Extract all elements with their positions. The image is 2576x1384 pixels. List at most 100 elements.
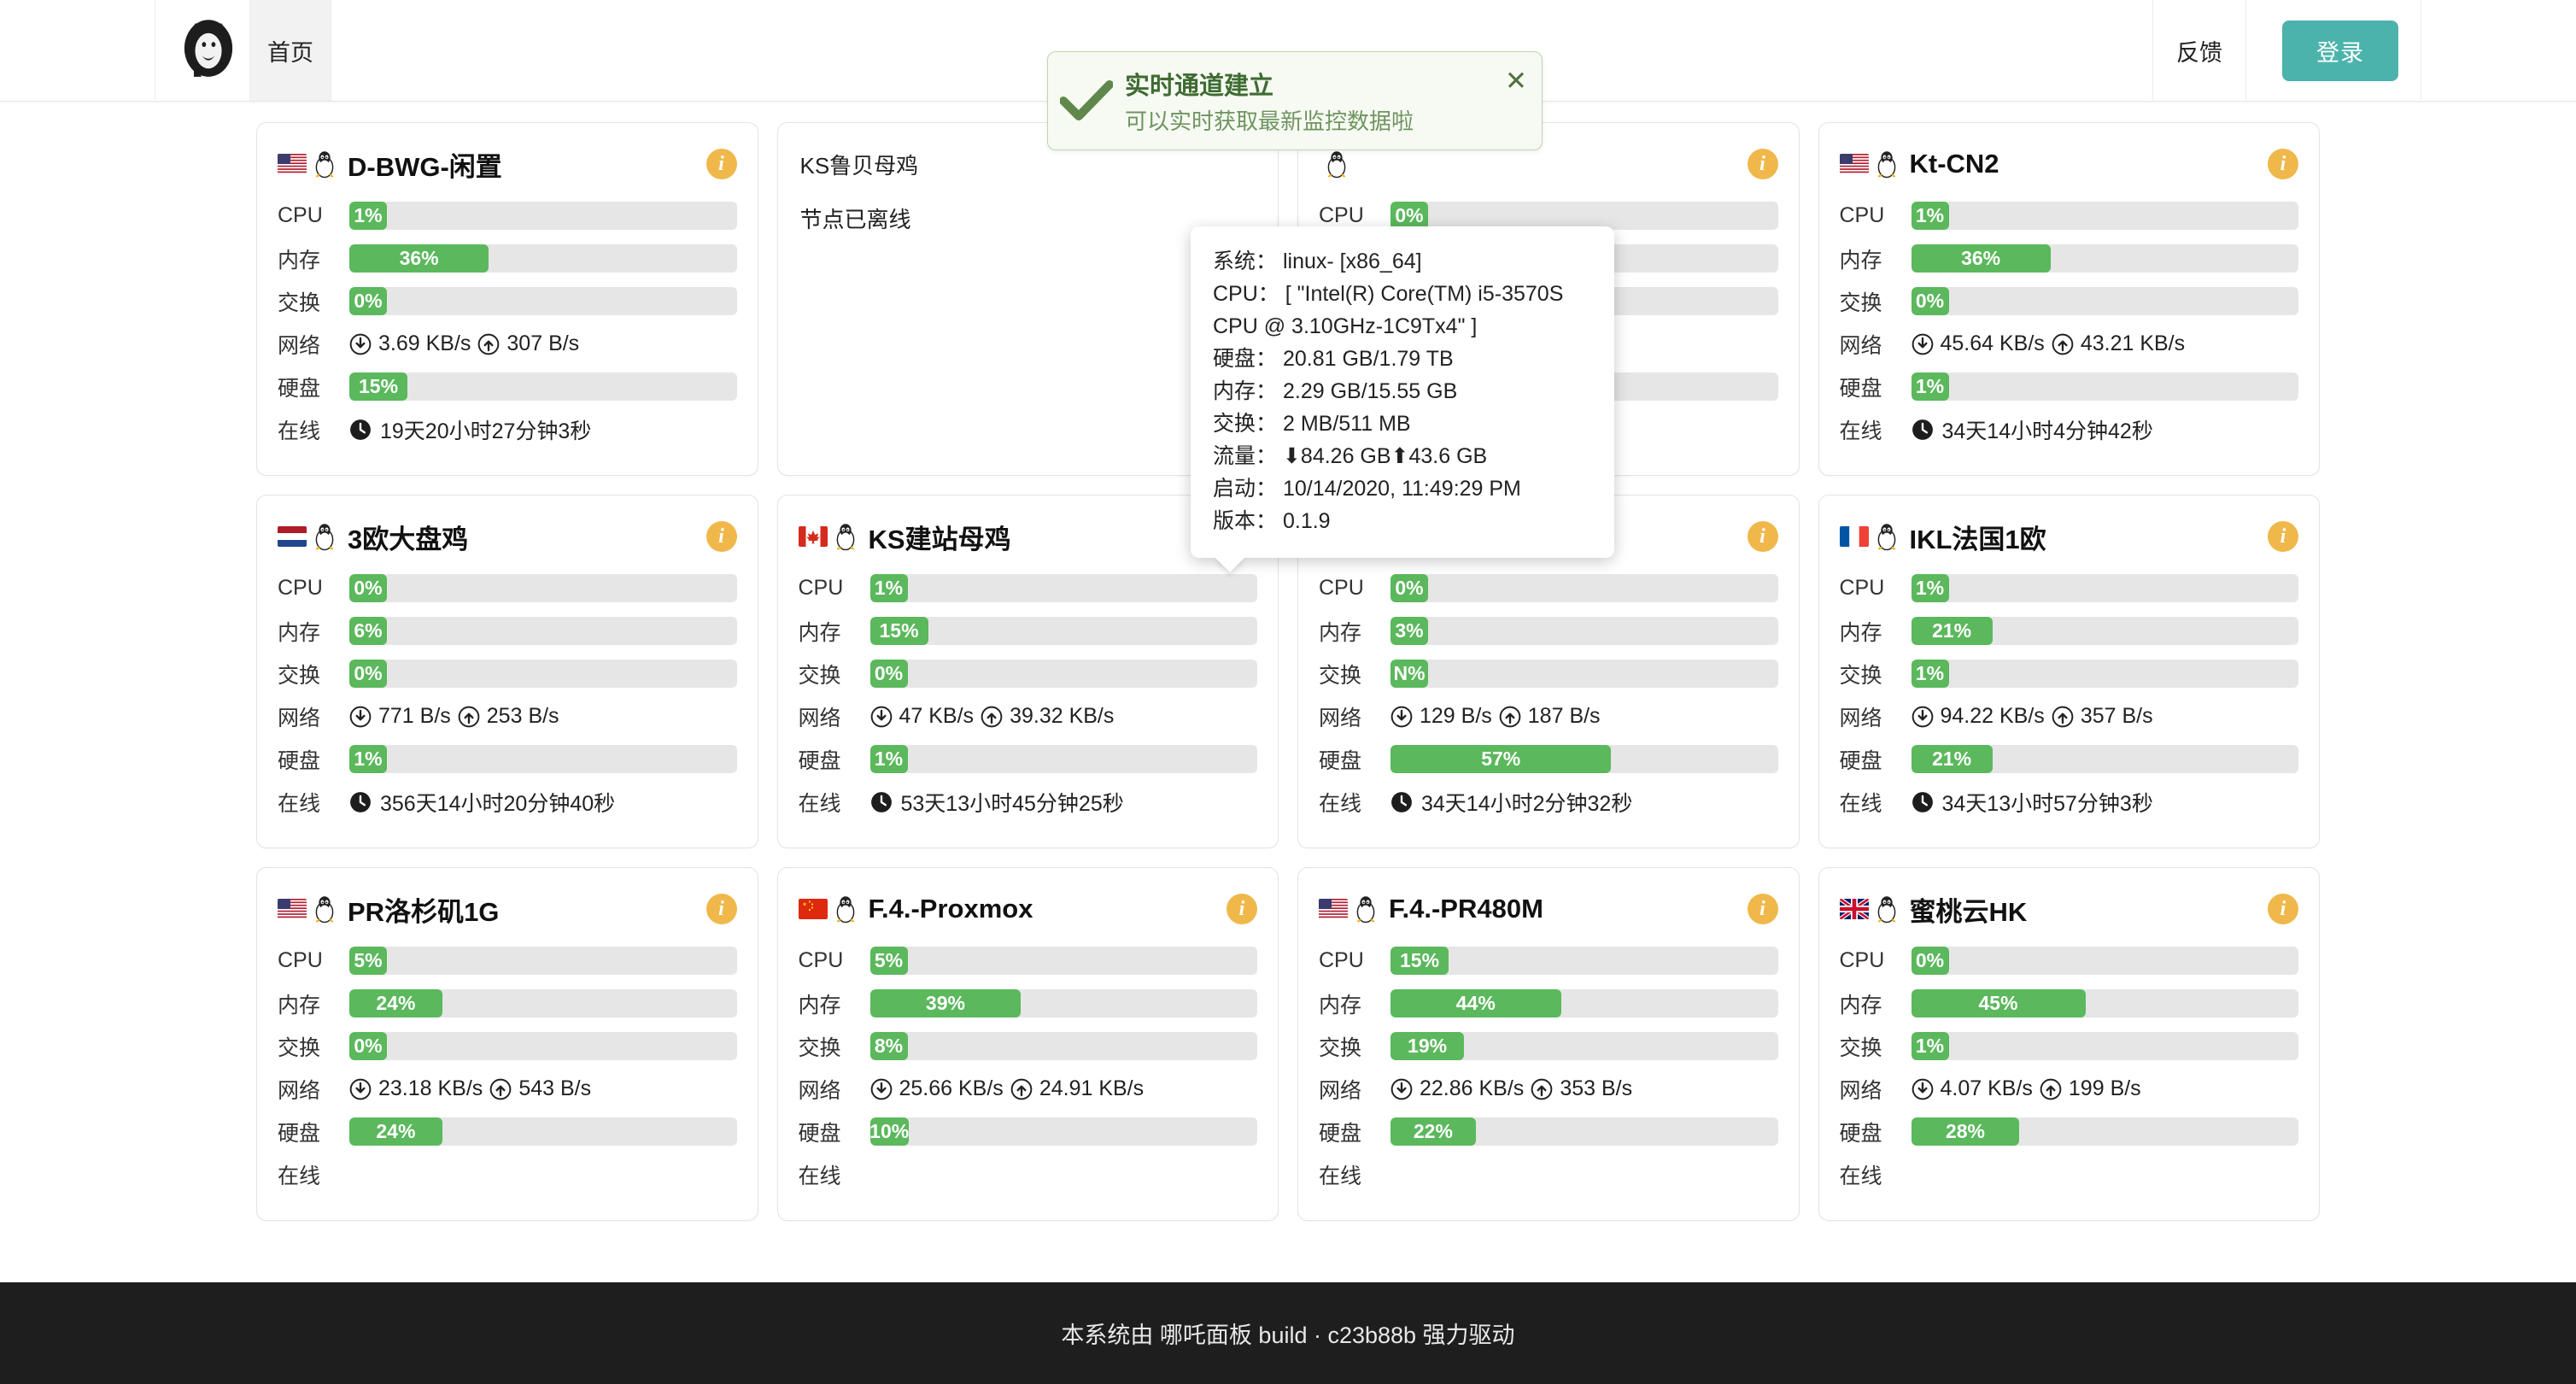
toast-body: 实时通道建立 可以实时获取最新监控数据啦	[1125, 66, 1490, 136]
linux-tux-icon	[1877, 896, 1895, 924]
cpu-label: CPU	[1319, 948, 1364, 972]
memory-value: 44%	[1455, 992, 1496, 1014]
cpu-value: 15%	[1399, 949, 1440, 971]
server-card[interactable]: D-BWG-闲置 i CPU 1% 内存 36% 交换 0%	[256, 122, 758, 476]
swap-value: 0%	[354, 290, 383, 312]
swap-row: 交换 0%	[278, 1027, 737, 1065]
swap-value: 0%	[1915, 290, 1945, 312]
info-icon[interactable]: i	[2268, 894, 2298, 924]
memory-bar-fill: 15%	[869, 617, 928, 645]
cpu-label: CPU	[1839, 948, 1885, 972]
nav-item-home[interactable]: 首页	[249, 0, 331, 101]
flag-cn-icon	[798, 899, 828, 919]
info-icon[interactable]: i	[2268, 521, 2298, 552]
tooltip-row: 版本： 0.1.9	[1213, 505, 1592, 537]
swap-bar-track: 0%	[349, 660, 737, 688]
site-logo[interactable]	[167, 9, 249, 91]
network-download: 94.22 KB/s	[1940, 704, 2045, 728]
uptime-value-wrap: 356天14小时20分钟40秒	[349, 787, 615, 818]
server-detail-tooltip: 系统： linux- [x86_64] CPU： [ "Intel(R) Cor…	[1191, 226, 1614, 558]
memory-bar-track: 6%	[349, 617, 737, 645]
info-icon[interactable]: i	[2268, 149, 2298, 179]
tooltip-key: 内存：	[1213, 379, 1278, 403]
network-upload: 353 B/s	[1560, 1076, 1633, 1100]
network-values: 22.86 KB/s 353 B/s	[1390, 1076, 1632, 1101]
swap-bar-fill: 0%	[349, 287, 387, 315]
server-card[interactable]: F.4.-Proxmox i CPU 5% 内存 39% 交换 8%	[776, 867, 1279, 1221]
server-name: IKL法国1欧	[1909, 524, 2046, 554]
uptime-row: 在线	[1840, 1155, 2299, 1193]
swap-bar-fill: 0%	[1911, 287, 1949, 315]
tooltip-key: 启动：	[1213, 477, 1278, 501]
memory-value: 21%	[1932, 619, 1972, 642]
tooltip-value: 2.29 GB/15.55 GB	[1282, 379, 1458, 403]
clock-icon	[1912, 791, 1933, 812]
swap-value: 19%	[1408, 1035, 1448, 1057]
disk-value: 10%	[869, 1120, 910, 1142]
swap-bar-track: 0%	[869, 660, 1257, 688]
network-values: 23.18 KB/s 543 B/s	[349, 1076, 591, 1101]
uptime-label: 在线	[1839, 791, 1882, 816]
disk-bar-fill: 1%	[349, 745, 387, 773]
server-card[interactable]: IKL法国1欧 i CPU 1% 内存 21% 交换 1%	[1818, 495, 2320, 848]
upload-arrow-icon	[458, 706, 480, 727]
toast-close-icon[interactable]: ✕	[1505, 66, 1527, 96]
info-icon[interactable]: i	[1747, 149, 1778, 179]
network-download: 4.07 KB/s	[1940, 1076, 2033, 1100]
swap-bar-fill: 1%	[1911, 1032, 1949, 1060]
disk-row: 硬盘 28%	[1840, 1112, 2298, 1151]
memory-row: 内存 36%	[278, 239, 737, 278]
uptime-row: 在线	[1319, 1155, 1778, 1193]
swap-value: 1%	[1915, 662, 1945, 684]
server-card[interactable]: 3欧大盘鸡 i CPU 0% 内存 6% 交换 0%	[256, 495, 758, 848]
server-name: 蜜桃云HK	[1909, 896, 2028, 927]
tooltip-row: 交换： 2 MB/511 MB	[1213, 408, 1592, 440]
memory-bar-track: 45%	[1911, 989, 2298, 1017]
nav-item-feedback[interactable]: 反馈	[2152, 0, 2246, 101]
uptime-row: 在线 19天20小时27分钟3秒	[278, 410, 737, 449]
page-footer: 本系统由 哪吒面板 build · c23b88b 强力驱动	[0, 1282, 2576, 1384]
info-icon[interactable]: i	[1227, 894, 1257, 924]
network-upload: 39.32 KB/s	[1010, 704, 1115, 728]
uptime-label: 在线	[798, 791, 841, 816]
disk-bar-track: 10%	[869, 1117, 1257, 1146]
cpu-label: CPU	[798, 576, 844, 600]
cpu-bar-track: 15%	[1390, 947, 1778, 975]
memory-bar-fill: 39%	[869, 989, 1022, 1017]
info-icon[interactable]: i	[1747, 521, 1778, 552]
server-card[interactable]: 蜜桃云HK i CPU 0% 内存 45% 交换 1%	[1818, 867, 2320, 1221]
memory-value: 6%	[354, 619, 383, 642]
disk-value: 15%	[358, 375, 399, 397]
swap-bar-track: 0%	[349, 1032, 737, 1060]
disk-bar-track: 1%	[349, 745, 737, 773]
memory-value: 36%	[1961, 247, 2001, 269]
clock-icon	[350, 419, 371, 440]
swap-row: 交换 8%	[798, 1027, 1257, 1065]
tooltip-row: 内存： 2.29 GB/15.55 GB	[1213, 375, 1592, 408]
download-arrow-icon	[349, 1078, 372, 1100]
network-values: 771 B/s 253 B/s	[349, 704, 559, 729]
cpu-value: 1%	[1915, 204, 1945, 226]
network-row: 网络 4.07 KB/s 199 B/s	[1840, 1070, 2299, 1108]
disk-bar-fill: 21%	[1911, 745, 1993, 773]
server-card[interactable]: Kt-CN2 i CPU 1% 内存 36% 交换 0%	[1818, 122, 2320, 476]
info-icon[interactable]: i	[1747, 894, 1778, 924]
server-card[interactable]: F.4.-PR480M i CPU 15% 内存 44% 交换 19%	[1297, 867, 1800, 1221]
flag-ca-icon	[798, 526, 828, 547]
login-button[interactable]: 登录	[2282, 20, 2398, 81]
swap-label: 交换	[798, 1035, 841, 1060]
memory-bar-track: 24%	[349, 989, 737, 1017]
info-icon[interactable]: i	[705, 149, 737, 179]
tooltip-value: ⬇84.26 GB⬆43.6 GB	[1282, 444, 1488, 468]
card-header: PR洛杉矶1G i	[278, 887, 737, 931]
info-icon[interactable]: i	[705, 521, 737, 552]
swap-bar-track: 1%	[1911, 660, 2298, 688]
server-card[interactable]: PR洛杉矶1G i CPU 5% 内存 24% 交换 0%	[256, 867, 758, 1221]
card-header: 蜜桃云HK i	[1839, 887, 2298, 931]
swap-bar-track: 1%	[1911, 1032, 2298, 1060]
memory-bar-track: 36%	[1911, 244, 2298, 273]
network-download: 47 KB/s	[899, 704, 975, 728]
memory-bar-fill: 36%	[1911, 244, 2051, 273]
disk-bar-track: 1%	[869, 745, 1257, 773]
info-icon[interactable]: i	[705, 894, 737, 924]
